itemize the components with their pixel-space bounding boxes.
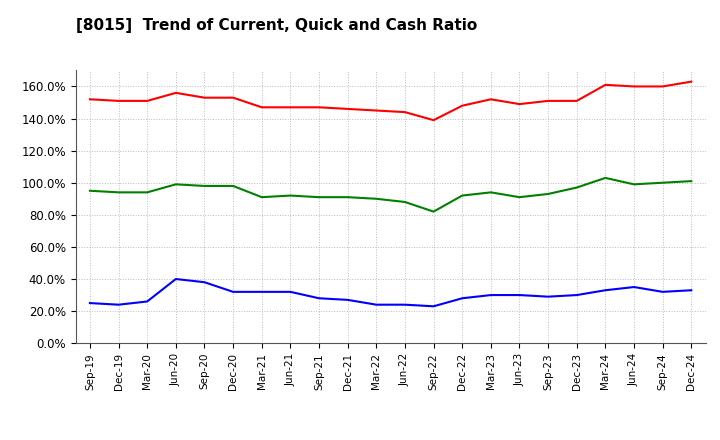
Current Ratio — [458, 103, 467, 108]
Current Ratio — [171, 90, 180, 95]
Quick Ratio — [544, 191, 552, 197]
Quick Ratio — [114, 190, 123, 195]
Cash Ratio — [515, 293, 523, 298]
Current Ratio — [372, 108, 381, 113]
Current Ratio — [315, 105, 323, 110]
Current Ratio — [658, 84, 667, 89]
Cash Ratio — [258, 289, 266, 294]
Cash Ratio — [630, 284, 639, 290]
Cash Ratio — [229, 289, 238, 294]
Quick Ratio — [343, 194, 352, 200]
Quick Ratio — [171, 182, 180, 187]
Current Ratio — [572, 98, 581, 103]
Current Ratio — [429, 117, 438, 123]
Quick Ratio — [515, 194, 523, 200]
Current Ratio — [601, 82, 610, 88]
Cash Ratio — [143, 299, 151, 304]
Cash Ratio — [687, 288, 696, 293]
Quick Ratio — [229, 183, 238, 189]
Line: Cash Ratio: Cash Ratio — [90, 279, 691, 306]
Cash Ratio — [572, 293, 581, 298]
Cash Ratio — [86, 301, 94, 306]
Quick Ratio — [458, 193, 467, 198]
Quick Ratio — [143, 190, 151, 195]
Quick Ratio — [258, 194, 266, 200]
Cash Ratio — [171, 276, 180, 282]
Cash Ratio — [400, 302, 409, 307]
Quick Ratio — [200, 183, 209, 189]
Current Ratio — [343, 106, 352, 112]
Current Ratio — [229, 95, 238, 100]
Current Ratio — [515, 102, 523, 107]
Cash Ratio — [315, 296, 323, 301]
Cash Ratio — [372, 302, 381, 307]
Current Ratio — [544, 98, 552, 103]
Cash Ratio — [286, 289, 294, 294]
Current Ratio — [400, 110, 409, 115]
Quick Ratio — [315, 194, 323, 200]
Quick Ratio — [86, 188, 94, 194]
Cash Ratio — [343, 297, 352, 303]
Cash Ratio — [601, 288, 610, 293]
Quick Ratio — [687, 179, 696, 184]
Quick Ratio — [658, 180, 667, 185]
Cash Ratio — [544, 294, 552, 299]
Quick Ratio — [372, 196, 381, 202]
Current Ratio — [258, 105, 266, 110]
Current Ratio — [487, 97, 495, 102]
Cash Ratio — [429, 304, 438, 309]
Quick Ratio — [487, 190, 495, 195]
Cash Ratio — [658, 289, 667, 294]
Cash Ratio — [114, 302, 123, 307]
Cash Ratio — [487, 293, 495, 298]
Cash Ratio — [458, 296, 467, 301]
Quick Ratio — [286, 193, 294, 198]
Quick Ratio — [601, 175, 610, 180]
Current Ratio — [630, 84, 639, 89]
Current Ratio — [114, 98, 123, 103]
Quick Ratio — [630, 182, 639, 187]
Quick Ratio — [400, 199, 409, 205]
Current Ratio — [143, 98, 151, 103]
Current Ratio — [286, 105, 294, 110]
Current Ratio — [687, 79, 696, 84]
Quick Ratio — [429, 209, 438, 214]
Line: Quick Ratio: Quick Ratio — [90, 178, 691, 212]
Cash Ratio — [200, 279, 209, 285]
Current Ratio — [86, 97, 94, 102]
Text: [8015]  Trend of Current, Quick and Cash Ratio: [8015] Trend of Current, Quick and Cash … — [76, 18, 477, 33]
Line: Current Ratio: Current Ratio — [90, 82, 691, 120]
Current Ratio — [200, 95, 209, 100]
Quick Ratio — [572, 185, 581, 190]
